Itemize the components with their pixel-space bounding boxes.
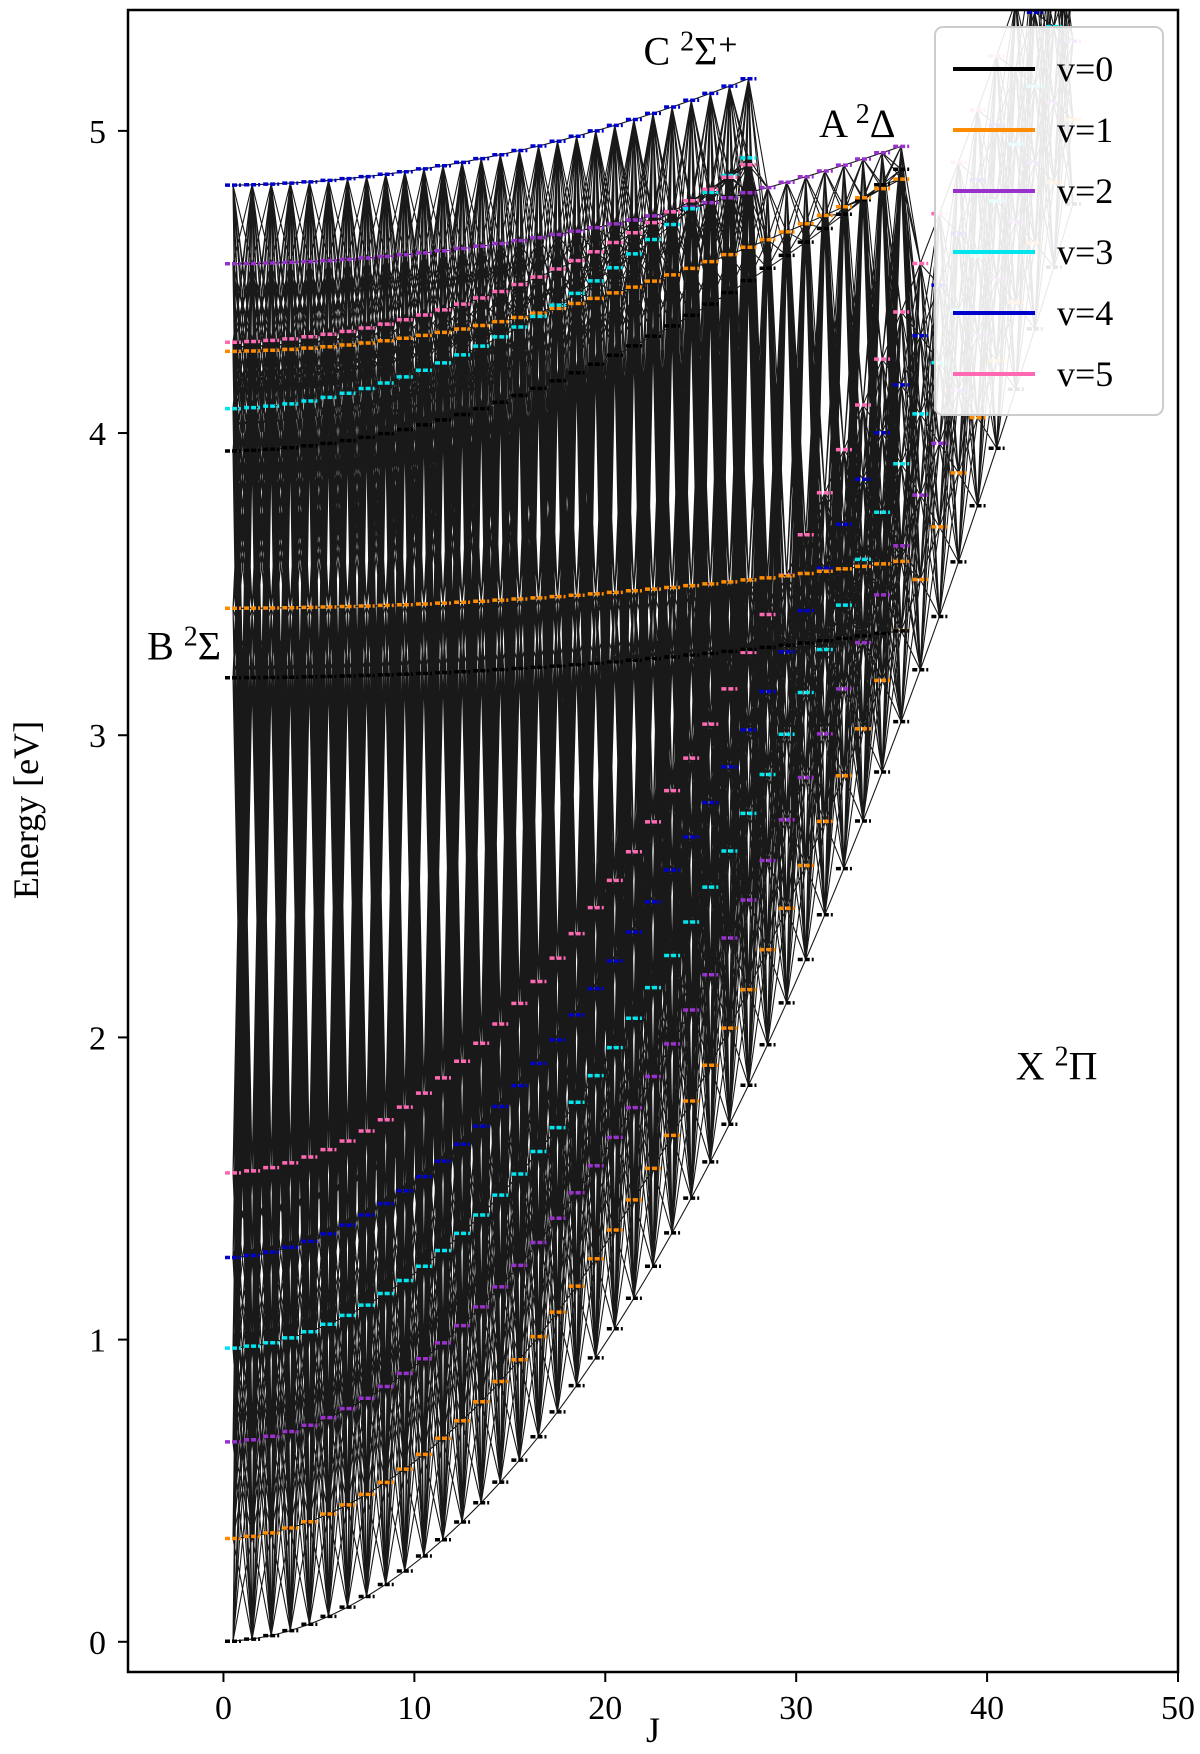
x-tick-label: 10: [397, 1690, 431, 1727]
x-axis: 0 10 20 30 40 50: [215, 1672, 1195, 1727]
x-tick-label: 20: [588, 1690, 622, 1727]
x-tick-label: 30: [779, 1690, 813, 1727]
y-tick-label: 3: [89, 718, 106, 755]
legend: v=0 v=1 v=2 v=3 v=4 v=5: [934, 26, 1164, 416]
x-tick-label: 0: [215, 1690, 232, 1727]
legend-label: v=1: [1057, 110, 1113, 150]
y-tick-label: 5: [89, 114, 106, 151]
x-tick-label: 40: [970, 1690, 1004, 1727]
y-tick-label: 1: [89, 1323, 106, 1360]
legend-box: [934, 26, 1164, 416]
state-label: B 2Σ: [147, 622, 221, 669]
x-axis-label: J: [646, 1710, 660, 1750]
plot-frame: [126, 8, 1180, 1674]
legend-label: v=5: [1057, 354, 1113, 394]
y-axis-label: Energy [eV]: [6, 721, 46, 899]
state-label: C 2Σ⁺: [643, 26, 738, 73]
x-tick-label: 50: [1161, 1690, 1195, 1727]
legend-label: v=4: [1057, 293, 1113, 333]
state-label: X 2Π: [1016, 1042, 1098, 1089]
y-axis: 0 1 2 3 4 5: [89, 114, 128, 1662]
legend-label: v=0: [1057, 49, 1113, 89]
transition-lines: [232, 10, 1074, 1642]
legend-label: v=2: [1057, 171, 1113, 211]
y-tick-label: 4: [89, 416, 106, 453]
legend-label: v=3: [1057, 232, 1113, 272]
state-labels: X 2Π B 2Σ A 2Δ C 2Σ⁺: [147, 26, 1097, 1088]
state-label: A 2Δ: [819, 99, 895, 146]
y-tick-label: 2: [89, 1020, 106, 1057]
y-tick-label: 0: [89, 1625, 106, 1662]
